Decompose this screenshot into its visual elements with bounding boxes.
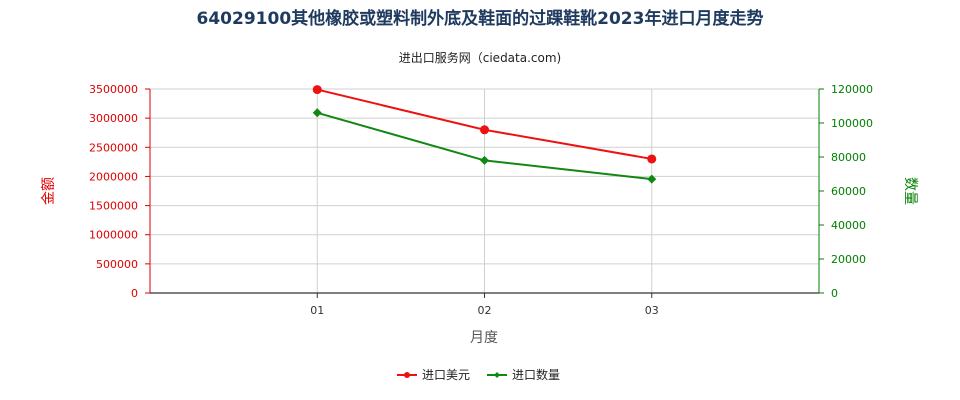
data-point-series-1 — [647, 154, 657, 164]
y-axis-right-tick-label: 120000 — [831, 83, 873, 96]
y-axis-right-tick-label: 0 — [831, 287, 838, 300]
x-axis-tick-label: 03 — [645, 304, 659, 317]
y-axis-right-tick-label: 100000 — [831, 117, 873, 130]
grid-layer — [150, 88, 820, 294]
y-axis-right-tick-label: 60000 — [831, 185, 866, 198]
legend-label-1: 进口美元 — [422, 368, 470, 382]
y-axis-left-tick-label: 0 — [131, 287, 138, 300]
data-point-series-2 — [480, 155, 489, 165]
chart-title: 64029100其他橡胶或塑料制外底及鞋面的过踝鞋靴2023年进口月度走势 — [197, 8, 764, 29]
y-axis-left-tick-label: 1500000 — [89, 200, 138, 213]
x-axis-tick-label: 02 — [478, 304, 492, 317]
y-axis-left-tick-label: 500000 — [96, 258, 138, 271]
series-layer — [312, 85, 657, 184]
data-point-series-1 — [312, 85, 322, 95]
y-axis-left-label: 金额 — [41, 177, 57, 205]
legend: 进口美元 进口数量 — [397, 367, 560, 382]
axes-layer: 0500000100000015000002000000250000030000… — [89, 83, 873, 317]
y-axis-right-tick-label: 20000 — [831, 253, 866, 266]
x-axis-label: 月度 — [470, 330, 498, 346]
y-axis-left-tick-label: 2000000 — [89, 170, 138, 183]
y-axis-left-tick-label: 1000000 — [89, 229, 138, 242]
y-axis-left-tick-label: 3500000 — [89, 83, 138, 96]
legend-label-2: 进口数量 — [512, 367, 560, 382]
legend-marker-2 — [494, 372, 500, 378]
data-point-series-1 — [480, 125, 489, 135]
y-axis-right-tick-label: 40000 — [831, 219, 866, 232]
data-point-series-2 — [647, 174, 657, 184]
y-axis-left-tick-label: 2500000 — [89, 141, 138, 154]
x-axis-tick-label: 01 — [310, 304, 324, 317]
y-axis-left-tick-label: 3000000 — [89, 112, 138, 125]
legend-marker-1 — [404, 372, 410, 378]
chart-subtitle: 进出口服务网（ciedata.com) — [399, 50, 561, 65]
y-axis-right-label: 数量 — [902, 177, 918, 205]
y-axis-right-tick-label: 80000 — [831, 151, 866, 164]
data-point-series-2 — [312, 108, 322, 118]
